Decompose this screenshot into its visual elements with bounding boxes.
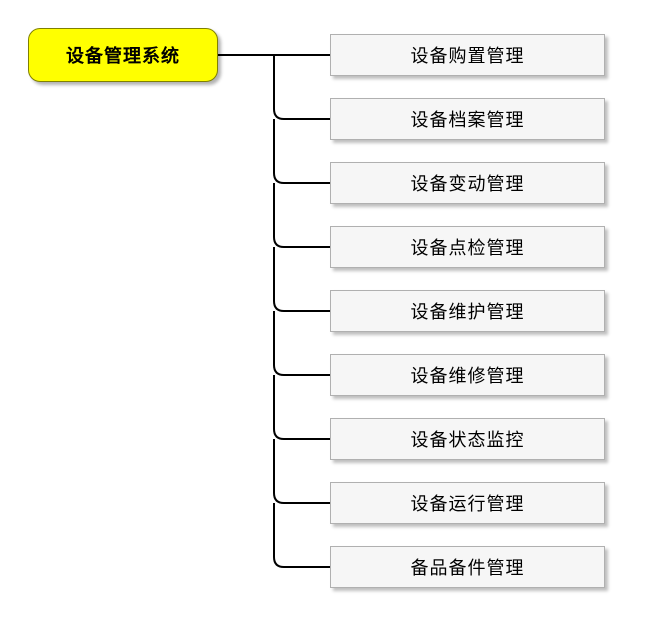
child-label: 备品备件管理	[411, 554, 525, 580]
child-node: 设备状态监控	[330, 418, 605, 460]
child-label: 设备购置管理	[411, 42, 525, 68]
child-node: 设备点检管理	[330, 226, 605, 268]
child-label: 设备状态监控	[411, 426, 525, 452]
child-label: 设备点检管理	[411, 234, 525, 260]
child-label: 设备变动管理	[411, 170, 525, 196]
child-label: 设备档案管理	[411, 106, 525, 132]
diagram-canvas: 设备管理系统 设备购置管理设备档案管理设备变动管理设备点检管理设备维护管理设备维…	[0, 0, 650, 621]
child-node: 设备运行管理	[330, 482, 605, 524]
child-label: 设备维护管理	[411, 298, 525, 324]
root-label: 设备管理系统	[66, 42, 180, 68]
child-label: 设备运行管理	[411, 490, 525, 516]
root-node: 设备管理系统	[28, 28, 218, 82]
child-node: 设备维修管理	[330, 354, 605, 396]
child-node: 设备购置管理	[330, 34, 605, 76]
child-node: 设备变动管理	[330, 162, 605, 204]
child-node: 设备维护管理	[330, 290, 605, 332]
child-node: 备品备件管理	[330, 546, 605, 588]
child-label: 设备维修管理	[411, 362, 525, 388]
child-node: 设备档案管理	[330, 98, 605, 140]
